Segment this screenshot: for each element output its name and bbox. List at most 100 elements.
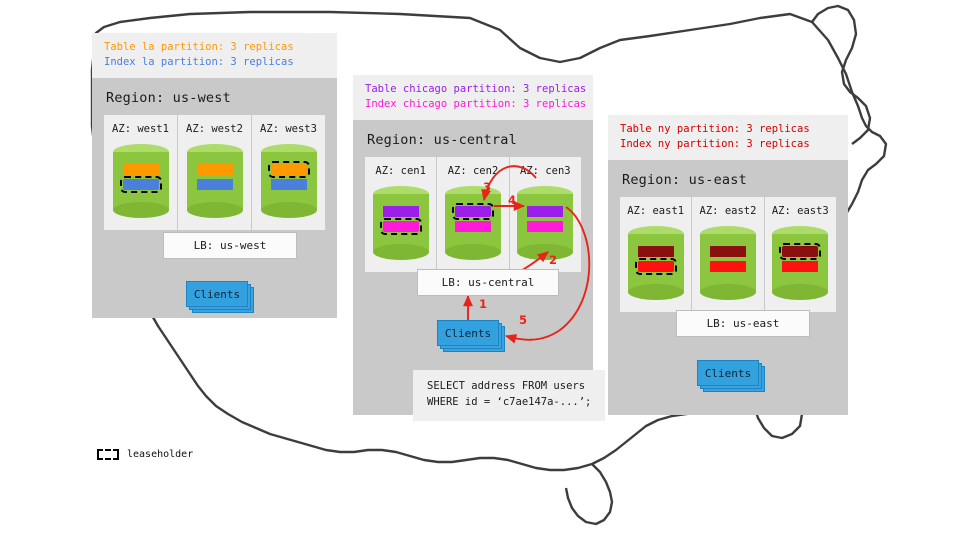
region-us-central: Table chicago partition: 3 replicas Inde… (353, 75, 593, 415)
cylinder-bottom (699, 283, 756, 300)
az-cell-west2[interactable]: AZ: west2 (178, 114, 252, 230)
replica-bands (772, 242, 828, 276)
cylinder-bottom (186, 201, 243, 218)
region-title-us-east: Region: us-east (622, 171, 747, 188)
flow-number-4: 4 (508, 193, 517, 207)
cylinder-bottom (444, 243, 501, 260)
clients-label[interactable]: Clients (186, 281, 248, 307)
load-balancer-us-west[interactable]: LB: us-west (163, 232, 297, 259)
region-us-west: Table la partition: 3 replicas Index la … (92, 33, 337, 318)
cylinder-bottom (372, 243, 429, 260)
leaseholder-swatch-icon (97, 449, 119, 460)
az-cell-east3[interactable]: AZ: east3 (764, 196, 836, 312)
region-title-us-west: Region: us-west (106, 89, 231, 106)
az-cell-cen1[interactable]: AZ: cen1 (365, 156, 438, 272)
node-cylinder-east1[interactable] (627, 225, 684, 300)
region-body-us-east: Region: us-east AZ: east1 A (608, 159, 848, 415)
clients-us-west[interactable]: Clients (186, 281, 254, 315)
az-label-east2: AZ: east2 (699, 204, 757, 217)
index-band-leaseholder (634, 257, 677, 275)
table-band (382, 205, 419, 217)
cylinder-bottom (627, 283, 684, 300)
az-cell-cen2[interactable]: AZ: cen2 (437, 156, 510, 272)
flow-number-3: 3 (483, 180, 492, 194)
index-band (270, 178, 307, 190)
replica-bands (445, 202, 501, 236)
load-balancer-us-east[interactable]: LB: us-east (676, 310, 810, 337)
az-row-us-west: AZ: west1 AZ: west2 (104, 114, 325, 230)
partition-note-us-central: Table chicago partition: 3 replicas Inde… (353, 75, 593, 120)
note-table-la: Table la partition: 3 replicas (104, 41, 294, 53)
flow-number-1: 1 (479, 297, 488, 311)
node-cylinder-cen1[interactable] (372, 185, 429, 260)
replica-bands (373, 205, 429, 236)
replica-bands (187, 163, 243, 194)
index-band (454, 220, 491, 232)
node-cylinder-east2[interactable] (699, 225, 756, 300)
node-cylinder-west2[interactable] (186, 143, 243, 218)
table-band (709, 245, 746, 257)
table-band-leaseholder (267, 160, 310, 178)
index-band-leaseholder (119, 175, 162, 193)
cylinder-bottom (772, 283, 829, 300)
table-band (527, 205, 564, 217)
index-band (527, 220, 564, 232)
flow-number-2: 2 (549, 253, 558, 267)
note-index-ny: Index ny partition: 3 replicas (620, 137, 810, 150)
region-us-east: Table ny partition: 3 replicas Index ny … (608, 115, 848, 415)
clients-us-east[interactable]: Clients (697, 360, 765, 394)
index-band-leaseholder (379, 217, 422, 235)
note-index-chicago: Index chicago partition: 3 replicas (365, 97, 587, 110)
az-label-west2: AZ: west2 (186, 122, 243, 135)
replica-bands (517, 205, 573, 236)
az-label-west3: AZ: west3 (260, 122, 317, 135)
table-band (122, 163, 159, 175)
cylinder-bottom (112, 201, 169, 218)
sql-line-1: SELECT address FROM users (427, 380, 586, 392)
clients-us-central[interactable]: Clients (437, 320, 505, 354)
az-cell-west1[interactable]: AZ: west1 (104, 114, 178, 230)
flow-number-5: 5 (519, 313, 528, 327)
replica-bands (261, 160, 317, 194)
az-label-east1: AZ: east1 (627, 204, 685, 217)
replica-bands (113, 163, 169, 194)
clients-label[interactable]: Clients (437, 320, 499, 346)
az-cell-cen3[interactable]: AZ: cen3 (509, 156, 581, 272)
table-band-leaseholder (779, 242, 822, 260)
clients-label[interactable]: Clients (697, 360, 759, 386)
az-cell-west3[interactable]: AZ: west3 (252, 114, 325, 230)
node-cylinder-west3[interactable] (260, 143, 317, 218)
partition-note-us-west: Table la partition: 3 replicas Index la … (92, 33, 337, 78)
az-label-west1: AZ: west1 (112, 122, 169, 135)
node-cylinder-cen2[interactable] (444, 185, 501, 260)
az-label-cen1: AZ: cen1 (375, 164, 426, 177)
node-cylinder-west1[interactable] (112, 143, 169, 218)
index-band (196, 178, 233, 190)
table-band (196, 163, 233, 175)
legend-label: leaseholder (127, 449, 194, 460)
sql-line-2: WHERE id = ‘c7ae147a-...’; (427, 395, 592, 408)
replica-bands (628, 245, 684, 276)
note-table-ny: Table ny partition: 3 replicas (620, 123, 810, 135)
region-body-us-west: Region: us-west AZ: west1 A (92, 77, 337, 318)
az-row-us-east: AZ: east1 AZ: east2 (620, 196, 836, 312)
az-cell-east2[interactable]: AZ: east2 (692, 196, 765, 312)
node-cylinder-east3[interactable] (772, 225, 829, 300)
sql-query-box: SELECT address FROM users WHERE id = ‘c7… (413, 370, 606, 421)
az-cell-east1[interactable]: AZ: east1 (620, 196, 693, 312)
az-label-east3: AZ: east3 (771, 204, 829, 217)
index-band (782, 260, 819, 272)
region-title-us-central: Region: us-central (367, 131, 517, 148)
note-index-la: Index la partition: 3 replicas (104, 55, 294, 68)
node-cylinder-cen3[interactable] (517, 185, 574, 260)
table-band (637, 245, 674, 257)
table-band-leaseholder (451, 202, 494, 220)
cylinder-bottom (260, 201, 317, 218)
load-balancer-us-central[interactable]: LB: us-central (417, 269, 559, 296)
az-label-cen3: AZ: cen3 (520, 164, 571, 177)
partition-note-us-east: Table ny partition: 3 replicas Index ny … (608, 115, 848, 160)
replica-bands (700, 245, 756, 276)
cylinder-bottom (517, 243, 574, 260)
legend: leaseholder (97, 449, 193, 460)
